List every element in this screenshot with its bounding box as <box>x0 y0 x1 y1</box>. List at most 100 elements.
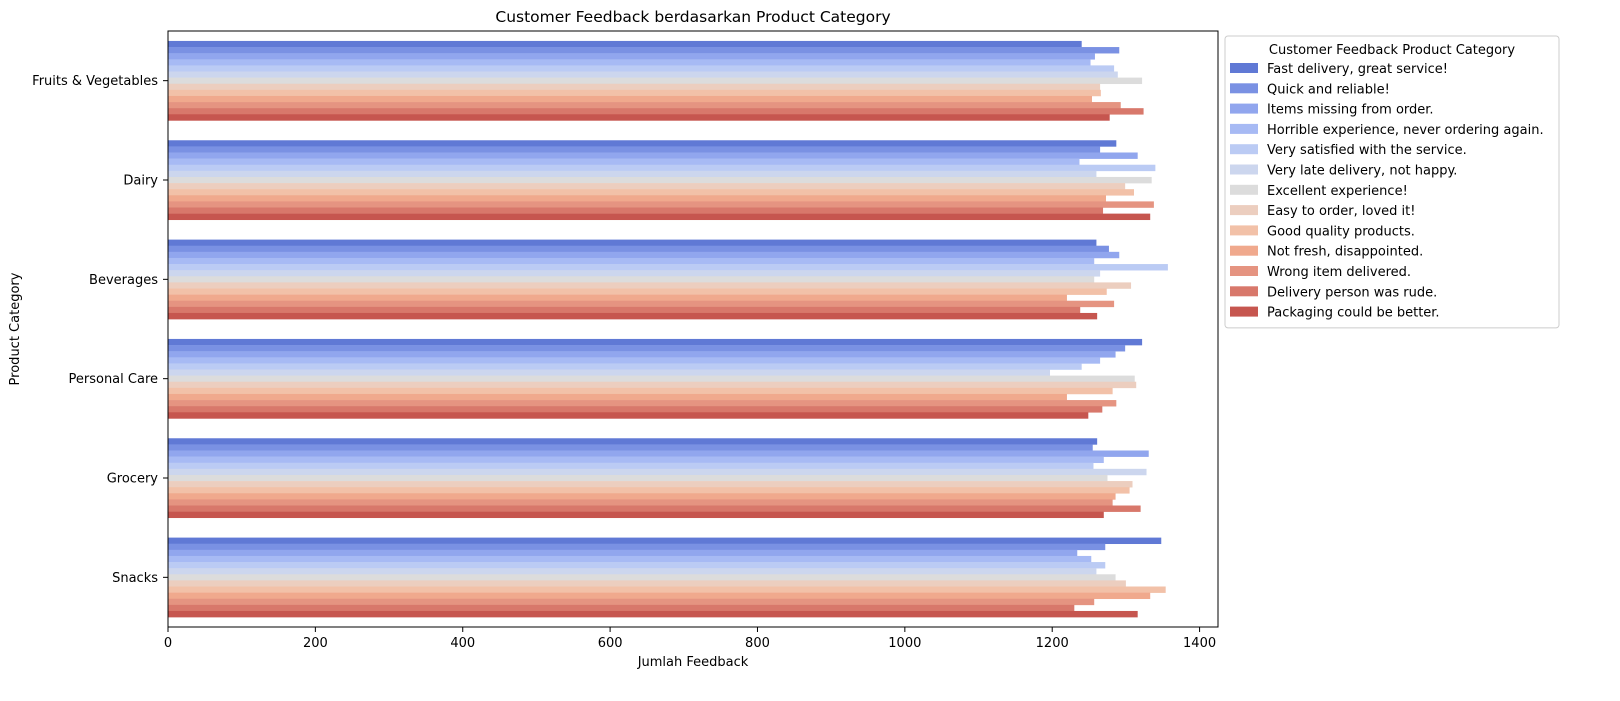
bar <box>168 438 1098 445</box>
y-tick-label: Dairy <box>123 174 158 189</box>
bar <box>168 170 1097 178</box>
bar <box>168 251 1120 259</box>
legend-label: Very late delivery, not happy. <box>1267 164 1457 179</box>
bar <box>168 146 1101 153</box>
x-tick-label: 400 <box>450 636 475 651</box>
legend-item: Wrong item delivered. <box>1230 265 1411 280</box>
bars-layer <box>168 40 1168 618</box>
bar <box>168 207 1104 214</box>
bar <box>168 468 1147 476</box>
legend-swatch <box>1230 286 1258 297</box>
x-tick-label: 1400 <box>1183 636 1216 651</box>
legend-label: Very satisfied with the service. <box>1267 143 1467 158</box>
y-tick-label: Personal Care <box>69 372 159 387</box>
bar <box>168 412 1089 419</box>
legend-swatch <box>1230 123 1258 134</box>
bar <box>168 77 1143 85</box>
legend-swatch <box>1230 83 1258 94</box>
legend-swatch <box>1230 245 1258 256</box>
bar <box>168 338 1143 346</box>
x-tick-label: 1200 <box>1036 636 1069 651</box>
bar <box>168 270 1101 277</box>
legend-item: Good quality products. <box>1230 224 1415 239</box>
bar <box>168 189 1134 196</box>
bar <box>168 183 1126 190</box>
bar <box>168 95 1092 103</box>
bar <box>168 586 1166 593</box>
x-tick-label: 800 <box>745 636 770 651</box>
legend-item: Easy to order, loved it! <box>1230 204 1415 219</box>
y-tick-label: Grocery <box>107 472 159 487</box>
chart-title: Customer Feedback berdasarkan Product Ca… <box>495 8 890 26</box>
legend-items: Fast delivery, great service! Quick and r… <box>1230 62 1544 321</box>
bar <box>168 83 1101 91</box>
bar <box>168 604 1075 612</box>
bar <box>168 363 1082 370</box>
legend: Customer Feedback Product Category Fast … <box>1224 35 1560 329</box>
bar <box>168 568 1097 575</box>
legend-item: Packaging could be better. <box>1230 306 1440 321</box>
legend-swatch <box>1230 164 1258 175</box>
bar <box>168 450 1149 457</box>
bar <box>168 393 1067 401</box>
bar <box>168 610 1138 618</box>
bar <box>168 71 1118 78</box>
bar <box>168 499 1113 506</box>
bar <box>168 294 1067 302</box>
bar <box>168 505 1141 512</box>
bar <box>168 456 1104 464</box>
bar <box>168 213 1151 221</box>
bar <box>168 462 1094 470</box>
legend-label: Delivery person was rude. <box>1267 285 1437 300</box>
bar <box>168 598 1095 606</box>
legend-item: Excellent experience! <box>1230 184 1408 199</box>
legend-swatch <box>1230 184 1258 195</box>
bar <box>168 89 1101 97</box>
x-axis-title: Jumlah Feedback <box>637 655 749 670</box>
bar <box>168 114 1110 121</box>
legend-swatch <box>1230 63 1258 73</box>
x-ticks: 0 200 400 600 800 1000 1200 1400 <box>164 627 1216 651</box>
legend-label: Good quality products. <box>1267 224 1415 239</box>
bar <box>168 543 1106 551</box>
legend-swatch <box>1230 225 1258 236</box>
bar <box>168 176 1152 184</box>
legend-title: Customer Feedback Product Category <box>1269 43 1516 58</box>
bar <box>168 65 1115 72</box>
bar <box>168 592 1151 600</box>
bar <box>168 351 1116 358</box>
bar <box>168 245 1109 253</box>
bar <box>168 537 1162 545</box>
bar <box>168 562 1106 569</box>
bar <box>168 59 1091 66</box>
bar <box>168 444 1093 451</box>
x-tick-label: 600 <box>598 636 623 651</box>
bar <box>168 381 1137 389</box>
legend-item: Very late delivery, not happy. <box>1230 164 1457 179</box>
legend-item: Very satisfied with the service. <box>1230 143 1467 158</box>
legend-label: Not fresh, disappointed. <box>1267 245 1423 260</box>
axes-layer <box>167 30 1219 628</box>
bar <box>168 164 1156 172</box>
bar <box>168 375 1135 383</box>
bar <box>168 282 1132 289</box>
bar <box>168 487 1130 494</box>
bar <box>168 40 1082 48</box>
x-tick-label: 200 <box>303 636 328 651</box>
y-axis-title: Product Category <box>8 272 23 385</box>
bar <box>168 406 1103 413</box>
bar <box>168 300 1115 308</box>
bar <box>168 369 1050 376</box>
legend-item: Not fresh, disappointed. <box>1230 245 1423 260</box>
y-tick-label: Snacks <box>112 571 158 586</box>
bar <box>168 257 1095 265</box>
legend-box <box>1224 35 1560 329</box>
bar <box>168 574 1116 581</box>
bar <box>168 108 1144 115</box>
plot-frame <box>167 30 1219 628</box>
bar <box>168 158 1080 166</box>
x-tick-label: 1000 <box>888 636 921 651</box>
legend-swatch <box>1230 306 1258 317</box>
legend-label: Easy to order, loved it! <box>1267 204 1415 219</box>
